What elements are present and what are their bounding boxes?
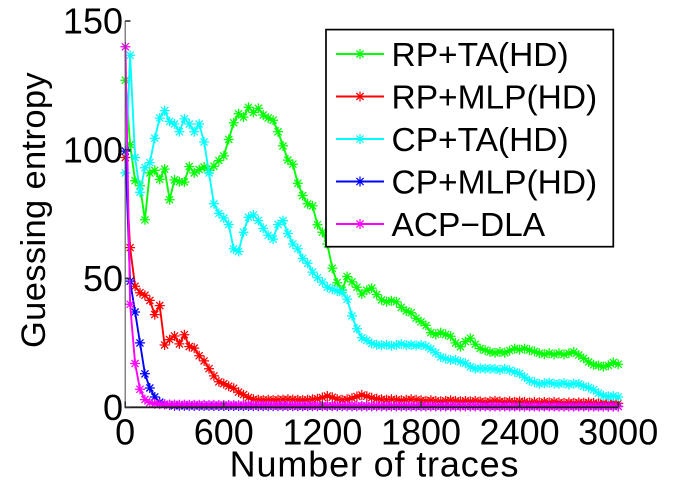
svg-text:Number of traces: Number of traces — [230, 444, 520, 485]
svg-text:CP+MLP(HD): CP+MLP(HD) — [392, 165, 598, 202]
svg-text:RP+TA(HD): RP+TA(HD) — [392, 37, 569, 74]
svg-text:0: 0 — [103, 387, 123, 428]
svg-text:2400: 2400 — [480, 412, 560, 453]
svg-text:1800: 1800 — [381, 412, 461, 453]
svg-text:3000: 3000 — [578, 412, 658, 453]
svg-text:50: 50 — [83, 258, 123, 299]
svg-text:RP+MLP(HD): RP+MLP(HD) — [392, 80, 598, 117]
svg-text:1200: 1200 — [282, 412, 362, 453]
svg-text:0: 0 — [115, 412, 135, 453]
svg-text:600: 600 — [194, 412, 254, 453]
svg-text:CP+TA(HD): CP+TA(HD) — [392, 122, 569, 159]
svg-text:ACP−DLA: ACP−DLA — [392, 207, 546, 244]
svg-text:150: 150 — [63, 1, 123, 42]
svg-text:Guessing entropy: Guessing entropy — [15, 72, 53, 348]
svg-text:100: 100 — [63, 129, 123, 170]
